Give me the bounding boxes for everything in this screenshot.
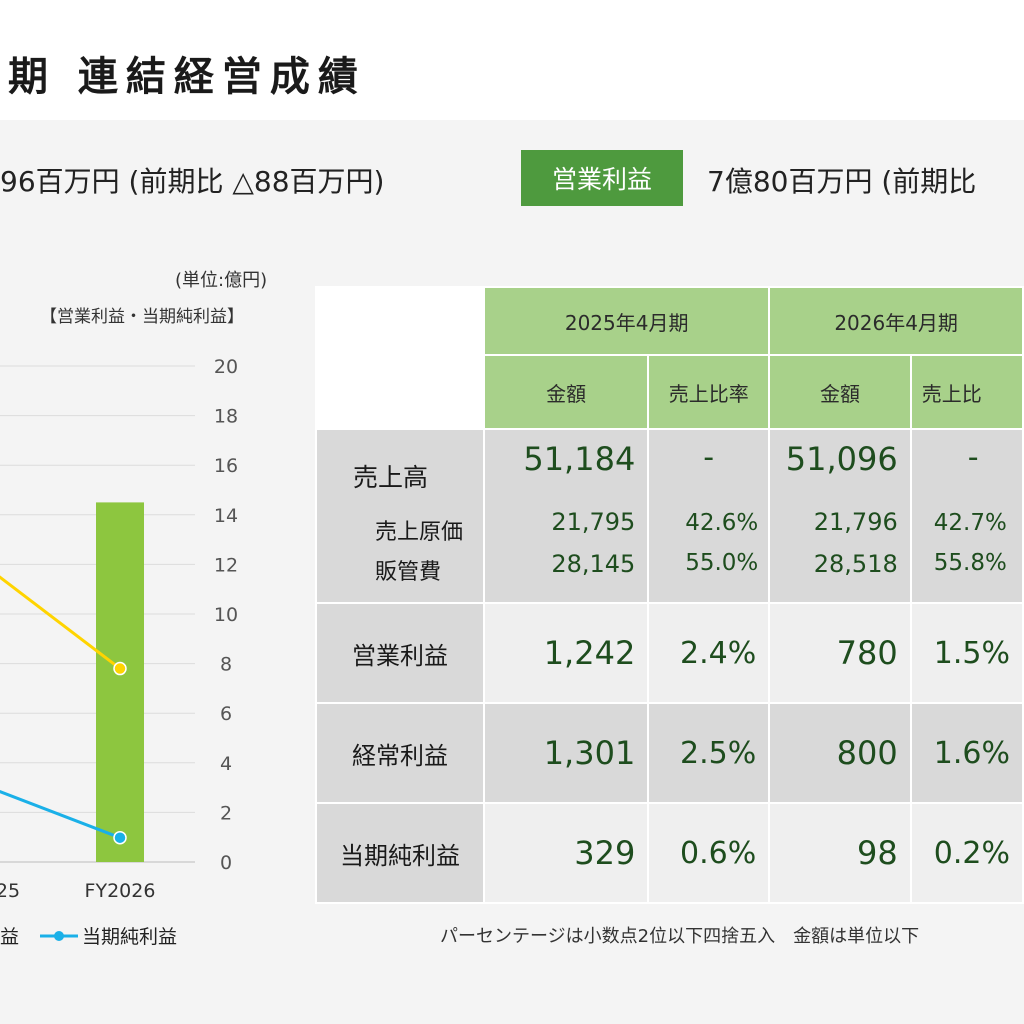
period-header-2026: 2026年4月期	[768, 286, 1024, 356]
period-header-2025: 2025年4月期	[483, 286, 771, 356]
sales-amount-2026-cell: 51,096 21,796 28,518	[768, 428, 912, 604]
subheader-amount-2026: 金額	[768, 354, 912, 430]
table-corner	[314, 286, 486, 430]
row-label-ordinary-income: 経常利益	[314, 702, 486, 804]
sales-amount-2025-cell: 51,184 21,795 28,145	[483, 428, 650, 604]
bar-fy2026	[96, 502, 144, 862]
subheader-amount-2025: 金額	[483, 354, 650, 430]
y-tick-label: 4	[220, 753, 232, 775]
legend-item-prev: 益	[0, 926, 20, 948]
sga-amount-2026: 28,518	[813, 550, 898, 578]
ord-ratio-2025: 2.5%	[647, 702, 771, 804]
net-ratio-2026: 0.2%	[909, 802, 1024, 904]
op-amount-2025: 1,242	[483, 602, 650, 704]
net-amount-2026: 98	[768, 802, 912, 904]
x-tick-label: FY2026	[85, 880, 156, 902]
net-income-legend-swatch	[40, 930, 78, 941]
net-amount-2025: 329	[483, 802, 650, 904]
cogs-amount-2025: 21,795	[551, 508, 636, 536]
financial-table: 2025年4月期 2026年4月期 金額 売上比率 金額 売上比 売上高 売上原…	[314, 286, 1024, 904]
op-amount-2026: 780	[768, 602, 912, 704]
operating-income-line	[0, 575, 121, 670]
cogs-amount-2026: 21,796	[813, 508, 898, 536]
sales-ratio-2025: -	[703, 440, 715, 475]
row-label-sga: 販管費	[375, 560, 442, 585]
y-tick-label: 12	[214, 554, 238, 576]
table-row-net-income: 当期純利益 329 0.6% 98 0.2%	[314, 802, 1024, 904]
net-ratio-2025: 0.6%	[647, 802, 771, 904]
ord-amount-2026: 800	[768, 702, 912, 804]
ord-ratio-2026: 1.6%	[909, 702, 1024, 804]
net-income-line	[0, 790, 121, 840]
operating-income-point	[113, 661, 127, 676]
y-tick-label: 6	[220, 703, 232, 725]
y-tick-label: 0	[220, 852, 232, 874]
y-tick-label: 2	[220, 802, 232, 824]
row-label-operating-income: 営業利益	[314, 602, 486, 704]
row-label-net-income: 当期純利益	[314, 802, 486, 904]
sales-ratio-2025-cell: - 42.6% 55.0%	[647, 428, 771, 604]
table-footnote: パーセンテージは小数点2位以下四捨五入 金額は単位以下	[440, 926, 920, 947]
sga-ratio-2025: 55.0%	[685, 550, 759, 576]
row-label-sales: 売上高	[353, 463, 429, 492]
ord-amount-2025: 1,301	[483, 702, 650, 804]
sales-amount-2026: 51,096	[785, 440, 898, 478]
row-label-cogs: 売上原価	[375, 520, 464, 545]
op-ratio-2025: 2.4%	[647, 602, 771, 704]
chart-series-note: 【営業利益・当期純利益】	[40, 307, 244, 327]
sales-ratio-2026: -	[967, 440, 979, 475]
table-row-operating-income: 営業利益 1,242 2.4% 780 1.5%	[314, 602, 1024, 704]
table-row-sales: 売上高 売上原価 販管費 51,184 21,795 28,145 - 42.6…	[314, 428, 1024, 604]
chart-unit-label: (単位:億円)	[175, 270, 268, 291]
y-tick-label: 14	[214, 505, 238, 527]
op-ratio-2026: 1.5%	[909, 602, 1024, 704]
operating-income-summary: 7億80百万円 (前期比	[707, 165, 977, 198]
y-tick-label: 10	[214, 604, 238, 626]
y-tick-label: 8	[220, 654, 232, 676]
table-row-ordinary-income: 経常利益 1,301 2.5% 800 1.6%	[314, 702, 1024, 804]
sales-summary: 96百万円 (前期比 △88百万円)	[0, 165, 385, 198]
net-income-point	[113, 830, 127, 845]
page-title: 期 連結経営成績	[8, 54, 366, 100]
y-tick-label: 20	[214, 356, 238, 378]
legend-label-net-income: 当期純利益	[82, 926, 178, 948]
cogs-ratio-2026: 42.7%	[933, 510, 1007, 536]
sales-label-cell: 売上高 売上原価 販管費	[314, 428, 486, 604]
y-tick-label: 16	[214, 455, 238, 477]
sga-amount-2025: 28,145	[551, 550, 636, 578]
y-tick-label: 18	[214, 406, 238, 428]
subheader-ratio-2025: 売上比率	[647, 354, 771, 430]
sales-ratio-2026-cell: - 42.7% 55.8%	[909, 428, 1024, 604]
profit-chart: 0 2 4 6 8 10 12 14 16 18 20 25 FY2026	[0, 356, 238, 902]
title-band	[0, 0, 1024, 120]
sales-amount-2025: 51,184	[523, 440, 636, 478]
subheader-ratio-2026: 売上比	[909, 354, 1024, 430]
cogs-ratio-2025: 42.6%	[685, 510, 759, 536]
operating-income-badge: 営業利益	[521, 150, 683, 206]
x-tick-label: 25	[0, 880, 20, 902]
legend-item-net-income: 当期純利益	[40, 922, 177, 949]
sga-ratio-2026: 55.8%	[933, 550, 1007, 576]
